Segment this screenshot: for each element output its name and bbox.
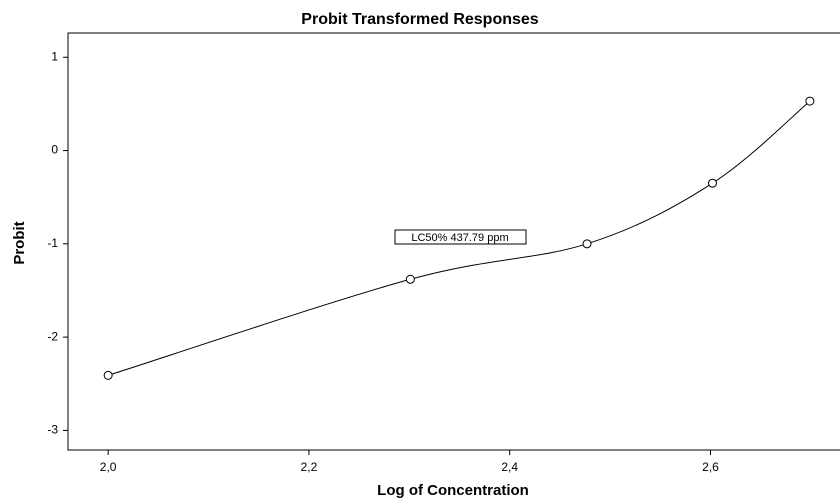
x-tick-label: 2,6	[702, 460, 719, 474]
x-tick-label: 2,0	[100, 460, 117, 474]
marker	[103, 370, 113, 380]
y-tick-label: -2	[47, 329, 58, 343]
marker	[805, 96, 815, 106]
y-axis-label: Probit	[11, 221, 28, 264]
marker	[405, 274, 415, 284]
chart-title: Probit Transformed Responses	[301, 11, 538, 28]
marker	[708, 178, 718, 188]
y-tick-label: -1	[47, 236, 58, 250]
line	[108, 100, 811, 376]
marker	[582, 239, 592, 249]
annotation-box	[394, 229, 527, 245]
y-tick-label: 1	[51, 49, 58, 63]
y-tick-label: 0	[51, 143, 58, 157]
plot-frame	[67, 32, 840, 451]
x-tick-label: 2,2	[301, 460, 318, 474]
y-tick-label: -3	[47, 423, 58, 437]
x-axis-label: Log of Concentration	[377, 482, 529, 499]
annotation: LC50% 437.79 ppm	[411, 232, 508, 244]
x-tick-label: 2,4	[501, 460, 518, 474]
